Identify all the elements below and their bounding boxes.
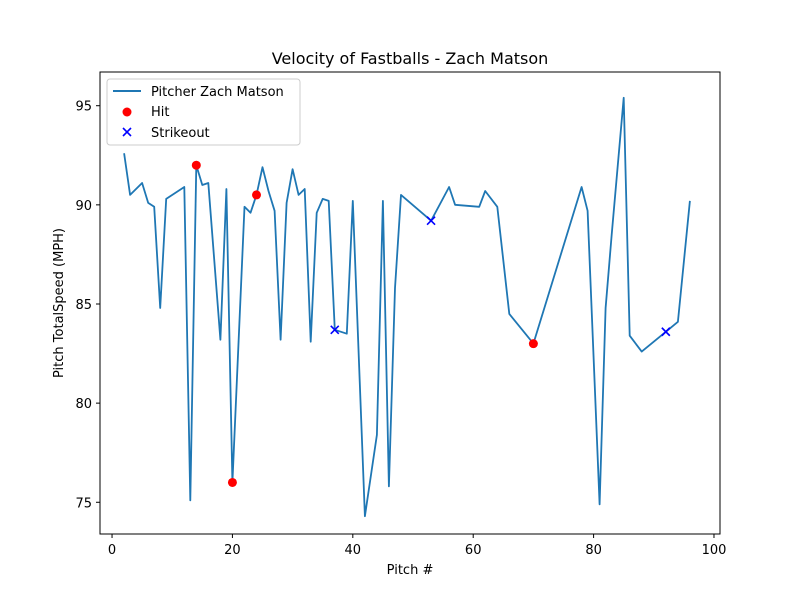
x-tick-label: 40 — [345, 543, 362, 558]
x-tick-label: 20 — [224, 543, 241, 558]
plot-area — [123, 96, 691, 518]
legend-label-series: Pitcher Zach Matson — [151, 85, 284, 100]
legend-label-strikeout: Strikeout — [151, 126, 210, 141]
strikeout-marker — [661, 327, 671, 337]
series-line — [123, 96, 691, 518]
strikeout-marker — [330, 325, 340, 335]
y-axis: 75 80 85 90 95 — [75, 100, 100, 511]
x-tick-label: 0 — [108, 543, 116, 558]
hit-marker — [191, 160, 201, 170]
y-tick-label: 80 — [75, 397, 92, 412]
y-tick-label: 85 — [75, 298, 92, 313]
y-tick-label: 90 — [75, 199, 92, 214]
strikeout-marker — [426, 216, 436, 226]
x-stroke — [122, 127, 132, 137]
y-tick-label: 75 — [75, 496, 92, 511]
x-stroke — [426, 216, 436, 226]
y-axis-label: Pitch TotalSpeed (MPH) — [52, 228, 67, 378]
x-axis: 0 20 40 60 80 100 — [108, 534, 726, 558]
x-stroke — [661, 327, 671, 337]
legend-label-hit: Hit — [151, 105, 169, 120]
legend: Pitcher Zach Matson Hit Strikeout — [106, 78, 301, 146]
legend-strikeout-marker — [122, 127, 132, 137]
hit-marker — [252, 190, 262, 200]
hit-marker — [227, 477, 237, 487]
legend-strikeout-x — [122, 127, 132, 137]
x-tick-label: 100 — [702, 543, 727, 558]
hit-marker — [528, 339, 538, 349]
legend-hit-marker — [122, 107, 132, 117]
chart-title: Velocity of Fastballs - Zach Matson — [272, 49, 549, 68]
axes-frame — [99, 71, 721, 535]
legend-box — [106, 78, 301, 146]
x-tick-label: 60 — [465, 543, 482, 558]
y-tick-label: 95 — [75, 100, 92, 115]
x-axis-label: Pitch # — [387, 563, 434, 578]
x-tick-label: 80 — [585, 543, 602, 558]
x-stroke — [330, 325, 340, 335]
